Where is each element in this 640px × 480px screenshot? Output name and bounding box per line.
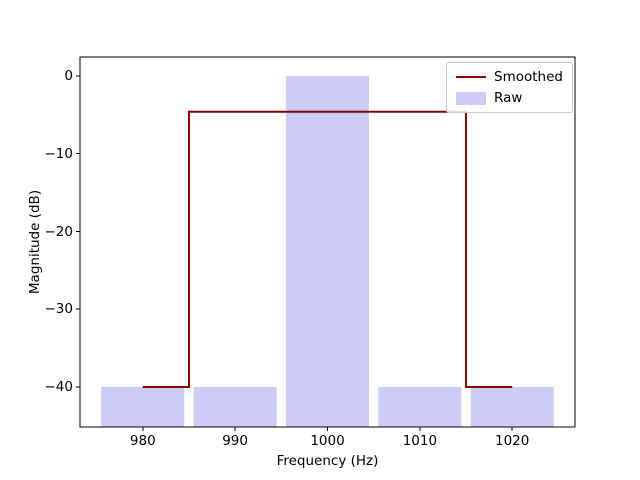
legend: Smoothed Raw	[446, 62, 573, 113]
legend-patch-swatch	[456, 91, 486, 105]
x-tick-label: 1010	[402, 433, 438, 449]
y-axis-label: Magnitude (dB)	[27, 189, 43, 295]
raw-bar	[101, 387, 185, 427]
y-tick-label: −30	[44, 301, 74, 318]
x-tick-label: 990	[222, 433, 248, 449]
legend-label: Raw	[494, 90, 523, 106]
x-tick-label: 1020	[495, 433, 530, 449]
x-tick-label: 980	[129, 433, 156, 449]
x-tick-label: 1000	[310, 433, 345, 449]
raw-bar	[285, 76, 369, 427]
legend-line-swatch	[456, 76, 486, 78]
raw-bar	[378, 387, 462, 427]
y-tick-label: −10	[44, 145, 74, 162]
y-tick-label: 0	[64, 68, 73, 84]
legend-entry: Raw	[456, 90, 563, 106]
legend-entry: Smoothed	[456, 69, 563, 85]
y-tick-label: −20	[44, 223, 74, 240]
smoothed-line	[142, 110, 513, 388]
raw-bar	[470, 387, 554, 427]
legend-label: Smoothed	[494, 69, 563, 85]
y-tick-label: −40	[44, 379, 74, 395]
x-axis-label: Frequency (Hz)	[276, 453, 379, 469]
raw-bar	[193, 387, 277, 427]
